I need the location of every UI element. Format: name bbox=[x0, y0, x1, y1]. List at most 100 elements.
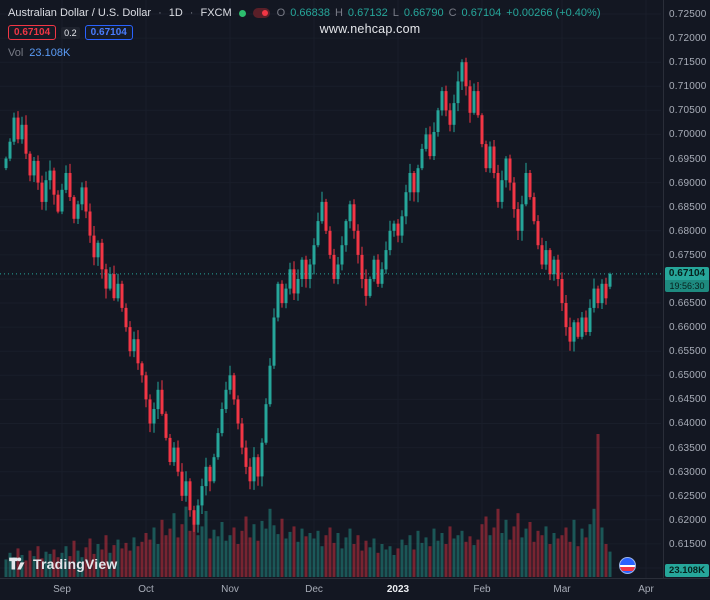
candle bbox=[392, 223, 396, 231]
candle bbox=[600, 283, 604, 304]
candle bbox=[300, 259, 304, 279]
buy-price-button[interactable]: 0.67104 bbox=[84, 25, 133, 40]
candle bbox=[540, 245, 544, 265]
volume-bar bbox=[16, 548, 20, 577]
broker-logo-icon[interactable] bbox=[619, 557, 636, 574]
volume-bar bbox=[548, 544, 552, 577]
volume-bar bbox=[156, 544, 160, 577]
volume-bar bbox=[104, 535, 108, 577]
volume-bar bbox=[596, 434, 600, 577]
volume-bar bbox=[588, 524, 592, 577]
volume-bar bbox=[456, 535, 460, 577]
volume-bar bbox=[348, 528, 352, 577]
candle bbox=[208, 466, 212, 482]
volume-bar bbox=[232, 527, 236, 577]
volume-bar bbox=[28, 550, 32, 577]
price-axis-label: 0.65500 bbox=[669, 346, 707, 358]
price-axis-label: 0.63500 bbox=[669, 442, 707, 454]
candle bbox=[420, 148, 424, 169]
candle bbox=[608, 273, 612, 287]
volume-bar bbox=[412, 549, 416, 577]
candle bbox=[156, 389, 160, 410]
volume-bar bbox=[388, 546, 392, 577]
volume-bar bbox=[516, 513, 520, 577]
candle bbox=[480, 115, 484, 145]
candle bbox=[440, 91, 444, 111]
legend-visibility-toggle-icon[interactable] bbox=[252, 8, 270, 18]
volume-bar bbox=[432, 528, 436, 577]
candle bbox=[168, 437, 172, 462]
volume-bar bbox=[568, 541, 572, 577]
volume-bar bbox=[268, 508, 272, 577]
candle bbox=[176, 447, 180, 472]
candle bbox=[144, 375, 148, 400]
candle bbox=[516, 209, 520, 231]
interval-label[interactable]: 1D bbox=[168, 7, 183, 19]
candle bbox=[512, 182, 516, 210]
volume-bar bbox=[364, 540, 368, 577]
candle bbox=[432, 132, 436, 157]
candle bbox=[460, 62, 464, 82]
candle bbox=[268, 365, 272, 405]
volume-bar bbox=[440, 533, 444, 577]
sell-price-button[interactable]: 0.67104 bbox=[8, 25, 57, 40]
candle bbox=[92, 235, 96, 258]
volume-bar bbox=[520, 537, 524, 577]
price-axis-label: 0.68000 bbox=[669, 225, 707, 237]
volume-bar bbox=[368, 547, 372, 577]
candle bbox=[100, 242, 104, 270]
volume-bar bbox=[528, 522, 532, 577]
volume-bar bbox=[476, 539, 480, 577]
time-axis-label: Oct bbox=[138, 584, 154, 595]
candle bbox=[388, 230, 392, 251]
volume-bar bbox=[252, 524, 256, 577]
candle bbox=[500, 180, 504, 202]
time-axis[interactable]: Sep Oct Nov Dec 2023 Feb Mar Apr bbox=[0, 578, 662, 600]
candle bbox=[88, 211, 92, 236]
volume-bar bbox=[292, 526, 296, 577]
candle bbox=[288, 269, 292, 289]
candle bbox=[148, 399, 152, 424]
candle bbox=[476, 91, 480, 116]
candle bbox=[408, 173, 412, 193]
volume-bar bbox=[220, 522, 224, 577]
candle bbox=[180, 471, 184, 496]
candle bbox=[428, 134, 432, 157]
volume-bar bbox=[120, 548, 124, 577]
symbol-title[interactable]: Australian Dollar / U.S. Dollar bbox=[8, 7, 152, 19]
exchange-label[interactable]: FXCM bbox=[200, 7, 232, 19]
volume-bar bbox=[584, 537, 588, 577]
price-axis[interactable]: 0.67104 19:56:30 23.108K 0.72500 0.72000 0… bbox=[663, 0, 710, 578]
price-axis-label: 0.61500 bbox=[669, 538, 707, 550]
price-axis-label: 0.70500 bbox=[669, 105, 707, 117]
volume-bar bbox=[488, 535, 492, 577]
candle bbox=[52, 170, 56, 195]
candle bbox=[20, 124, 24, 140]
volume-bar bbox=[604, 544, 608, 577]
tradingview-logo[interactable]: TradingView bbox=[8, 554, 117, 573]
candle bbox=[364, 279, 368, 296]
candle bbox=[520, 204, 524, 231]
volume-label[interactable]: Vol bbox=[8, 47, 24, 59]
candle bbox=[572, 322, 576, 342]
candle bbox=[372, 259, 376, 279]
volume-bar bbox=[136, 546, 140, 577]
volume-bar bbox=[472, 545, 476, 577]
volume-axis-badge: 23.108K bbox=[665, 564, 709, 577]
volume-bar bbox=[256, 540, 260, 577]
candle bbox=[548, 250, 552, 275]
time-axis-label: Feb bbox=[473, 584, 491, 595]
candlestick-series bbox=[4, 57, 612, 533]
volume-bar bbox=[504, 519, 508, 577]
candle bbox=[444, 91, 448, 111]
volume-bar bbox=[272, 525, 276, 577]
volume-legend-row: Vol 23.108K bbox=[8, 47, 600, 59]
volume-bar bbox=[68, 556, 72, 577]
volume-bar bbox=[208, 538, 212, 577]
volume-bar bbox=[160, 519, 164, 577]
candle bbox=[80, 187, 84, 205]
candle bbox=[376, 259, 380, 284]
volume-bar bbox=[336, 533, 340, 577]
volume-bar bbox=[144, 533, 148, 577]
